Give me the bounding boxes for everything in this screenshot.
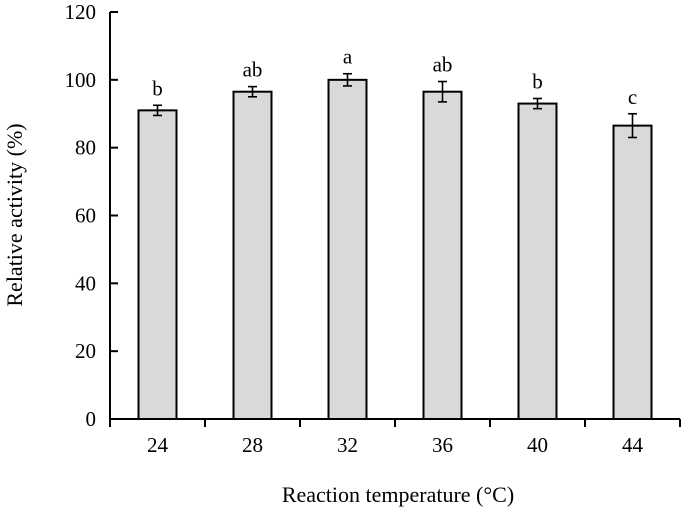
y-tick-label: 20 <box>75 339 96 363</box>
y-tick-label: 120 <box>65 0 97 24</box>
bars: b ab a ab b c <box>137 45 653 421</box>
significance-label: b <box>152 76 163 100</box>
significance-label: b <box>532 69 543 93</box>
error-bar-32 <box>343 72 352 87</box>
significance-label: ab <box>433 53 453 77</box>
x-tick-label: 40 <box>527 433 548 457</box>
x-tick-label: 36 <box>432 433 453 457</box>
significance-label: c <box>628 85 637 109</box>
error-bar-40 <box>533 97 542 110</box>
error-bar-24 <box>153 104 162 117</box>
y-tick-label: 60 <box>75 204 96 228</box>
x-axis-title: Reaction temperature (°C) <box>282 482 514 507</box>
y-axis: 0 20 40 60 80 100 120 <box>65 0 118 431</box>
y-tick-label: 100 <box>65 68 97 92</box>
x-tick-label: 28 <box>242 433 263 457</box>
error-bar-44 <box>628 112 637 139</box>
significance-label: ab <box>243 58 263 82</box>
x-axis: 24 28 32 36 40 44 <box>109 418 681 457</box>
error-bar-28 <box>248 85 257 98</box>
bar-24 <box>137 109 178 420</box>
bar-32 <box>327 78 368 420</box>
y-tick-label: 0 <box>86 407 97 431</box>
y-tick-label: 80 <box>75 136 96 160</box>
x-tick-label: 44 <box>622 433 644 457</box>
x-tick-label: 32 <box>337 433 358 457</box>
bar-44 <box>612 124 653 421</box>
significance-label: a <box>343 45 353 69</box>
error-bar-36 <box>438 80 447 103</box>
x-tick-label: 24 <box>147 433 169 457</box>
bar-36 <box>422 90 463 421</box>
bar-28 <box>232 90 273 421</box>
bar-40 <box>517 102 558 420</box>
y-tick-label: 40 <box>75 271 96 295</box>
y-axis-title: Relative activity (%) <box>2 123 27 306</box>
